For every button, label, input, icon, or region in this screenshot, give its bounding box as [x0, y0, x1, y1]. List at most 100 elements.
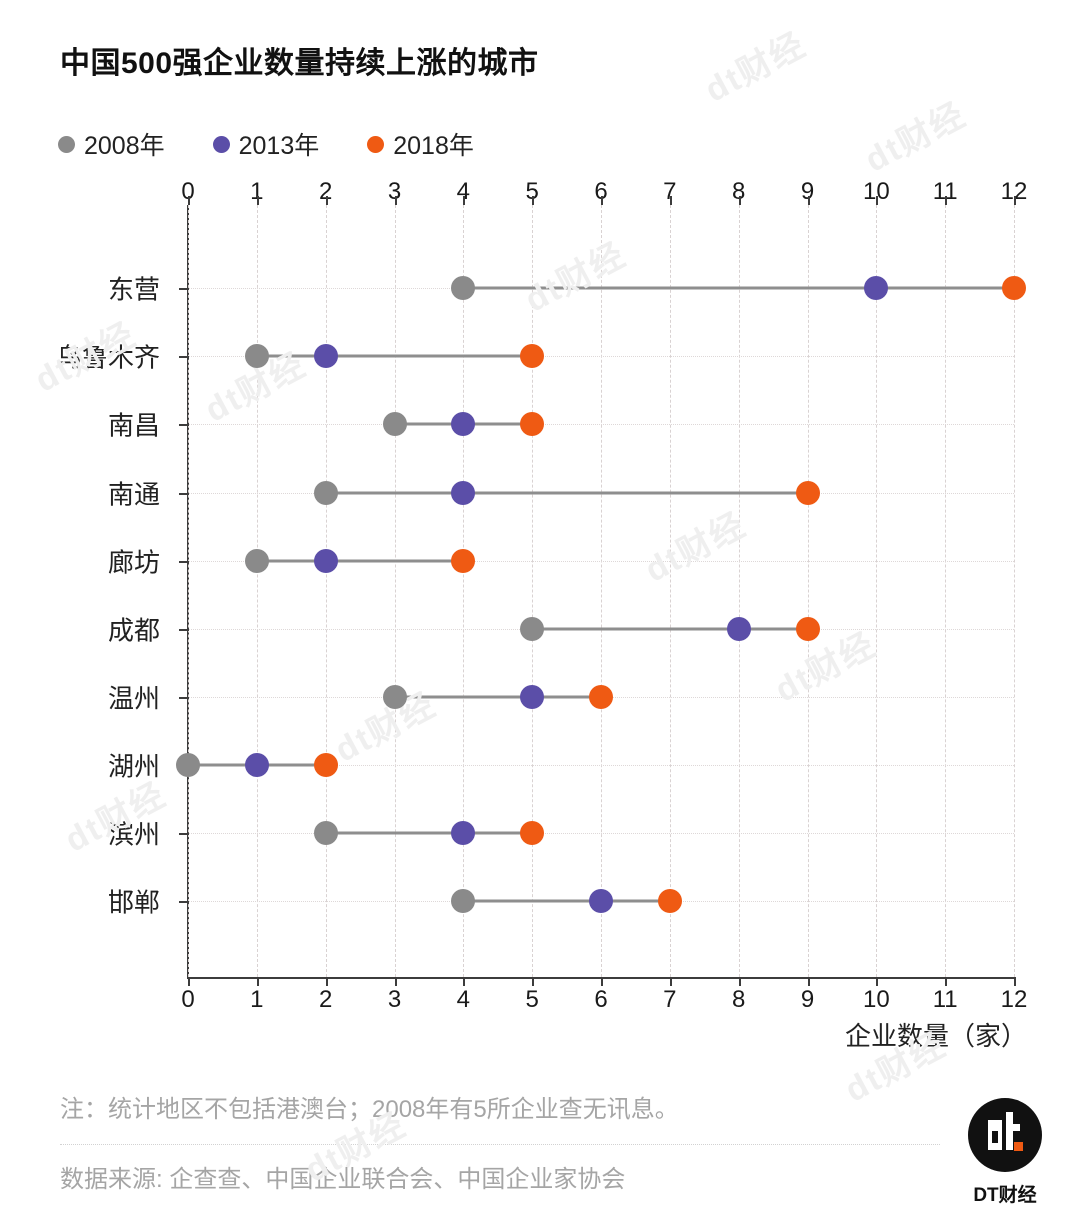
data-point-廊坊-2013年[interactable] [313, 548, 338, 573]
vertical-gridline [532, 205, 534, 977]
data-point-乌鲁木齐-2013年[interactable] [313, 344, 338, 369]
x-tick-top-1: 1 [250, 178, 264, 205]
horizontal-gridline [188, 424, 1014, 426]
x-axis-caption: 企业数量（家） [845, 1021, 1028, 1051]
x-axis-tick-top [876, 196, 879, 205]
x-tick-bottom-7: 7 [663, 986, 677, 1013]
data-point-成都-2013年[interactable] [726, 616, 751, 641]
data-point-邯郸-2018年[interactable] [657, 889, 682, 914]
data-point-乌鲁木齐-2008年[interactable] [244, 344, 269, 369]
data-point-南昌-2008年[interactable] [382, 412, 407, 437]
data-point-湖州-2018年[interactable] [313, 753, 338, 778]
y-tick-label-滨州: 滨州 [107, 819, 160, 850]
x-tick-top-9: 9 [800, 178, 815, 205]
x-tick-bottom-12: 12 [1000, 986, 1028, 1013]
y-tick-label-温州: 温州 [107, 683, 160, 714]
x-tick-bottom-4: 4 [456, 986, 471, 1013]
data-point-东营-2013年[interactable] [864, 276, 889, 301]
y-axis-tick [179, 901, 189, 904]
dumbbell-connector-成都 [532, 627, 808, 631]
data-point-南昌-2018年[interactable] [520, 412, 545, 437]
x-tick-top-0: 0 [181, 178, 195, 205]
x-axis-tick-bottom [876, 977, 879, 986]
data-point-廊坊-2008年[interactable] [244, 548, 269, 573]
x-axis-tick-bottom [669, 977, 672, 986]
circle-marker-icon [212, 135, 230, 153]
vertical-gridline [807, 205, 809, 977]
data-point-邯郸-2008年[interactable] [451, 889, 476, 914]
data-point-成都-2008年[interactable] [520, 616, 545, 641]
y-axis-tick [179, 356, 189, 359]
data-point-东营-2018年[interactable] [1002, 276, 1026, 301]
horizontal-gridline [188, 560, 1014, 562]
brand-block: DT财经 [955, 1098, 1055, 1207]
data-point-南通-2008年[interactable] [313, 480, 338, 505]
data-point-滨州-2018年[interactable] [520, 821, 545, 846]
legend-item-2008年[interactable]: 2008年 [58, 126, 165, 162]
footer-note: 注：统计地区不包括港澳台；2008年有5所企业查无讯息。 [60, 1096, 679, 1123]
x-tick-top-4: 4 [456, 178, 471, 205]
y-tick-label-廊坊: 廊坊 [107, 547, 160, 578]
chart-footer: 注：统计地区不包括港澳台；2008年有5所企业查无讯息。 数据来源: 企查查、中… [60, 1092, 960, 1194]
x-tick-bottom-2: 2 [318, 986, 333, 1013]
x-axis-tick-top [945, 196, 948, 205]
data-point-成都-2018年[interactable] [795, 616, 820, 641]
legend-item-2018年[interactable]: 2018年 [367, 126, 474, 162]
data-point-廊坊-2018年[interactable] [451, 548, 476, 573]
data-point-滨州-2008年[interactable] [313, 821, 338, 846]
x-axis-tick-bottom [807, 977, 810, 986]
data-point-滨州-2013年[interactable] [451, 821, 476, 846]
x-axis-tick-bottom [1014, 977, 1016, 986]
legend-item-2013年[interactable]: 2013年 [212, 126, 320, 162]
dumbbell-connector-东营 [463, 286, 1014, 290]
data-point-乌鲁木齐-2018年[interactable] [520, 344, 545, 369]
x-axis-tick-top [1014, 196, 1016, 205]
data-point-邯郸-2013年[interactable] [589, 889, 613, 914]
x-axis-tick-top [738, 196, 741, 205]
x-axis-tick-top [532, 196, 535, 205]
data-point-东营-2008年[interactable] [451, 276, 476, 301]
data-point-南昌-2013年[interactable] [451, 412, 476, 437]
x-axis-tick-bottom [188, 977, 190, 986]
legend-item-label: 2013年 [238, 132, 320, 160]
plot-area [176, 196, 1026, 986]
x-axis-tick-top [669, 196, 672, 205]
x-axis-tick-top [394, 196, 397, 205]
vertical-gridline [1014, 205, 1015, 977]
footer-divider [60, 1144, 940, 1145]
data-point-温州-2018年[interactable] [589, 684, 613, 709]
x-tick-bottom-3: 3 [387, 986, 402, 1013]
y-axis-tick [179, 628, 189, 631]
data-point-南通-2013年[interactable] [451, 480, 476, 505]
vertical-gridline [669, 205, 671, 977]
y-tick-label-湖州: 湖州 [107, 751, 160, 782]
x-tick-top-2: 2 [318, 178, 333, 205]
y-axis-tick [179, 492, 189, 495]
dumbbell-connector-南通 [325, 491, 808, 495]
vertical-gridline [325, 205, 327, 977]
y-tick-label-邯郸: 邯郸 [107, 887, 160, 918]
data-point-南通-2018年[interactable] [795, 480, 820, 505]
footer-source: 数据来源: 企查查、中国企业联合会、中国企业家协会 [60, 1166, 626, 1193]
x-tick-bottom-5: 5 [525, 986, 539, 1013]
dumbbell-connector-乌鲁木齐 [256, 354, 533, 358]
dumbbell-connector-廊坊 [256, 559, 464, 563]
dumbbell-connector-温州 [394, 695, 601, 699]
y-tick-label-成都: 成都 [107, 615, 160, 646]
data-point-湖州-2008年[interactable] [176, 753, 200, 778]
x-tick-top-8: 8 [731, 178, 746, 205]
x-tick-bottom-10: 10 [862, 986, 890, 1013]
x-tick-bottom-11: 11 [932, 986, 958, 1013]
x-axis-tick-bottom [325, 977, 328, 986]
data-point-湖州-2013年[interactable] [244, 753, 269, 778]
data-point-温州-2013年[interactable] [520, 684, 545, 709]
x-axis-tick-bottom [256, 977, 259, 986]
data-point-温州-2008年[interactable] [382, 684, 407, 709]
y-axis-tick [179, 696, 189, 699]
x-axis-tick-top [601, 196, 603, 205]
y-axis-category-labels: 东营 乌鲁木齐 南昌 南通 廊坊 成都 温州 湖州 滨州 邯郸 [0, 205, 180, 977]
x-axis-tick-bottom [601, 977, 603, 986]
x-tick-top-7: 7 [663, 178, 677, 205]
vertical-gridline [394, 205, 396, 977]
brand-name: DT财经 [973, 1185, 1037, 1206]
